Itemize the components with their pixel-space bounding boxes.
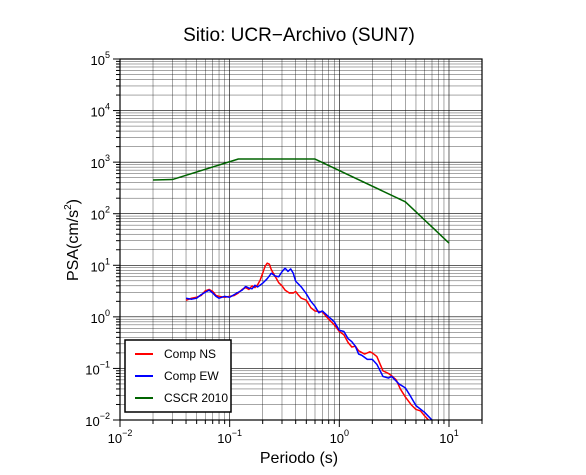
y-tick-label: 102 xyxy=(91,205,110,223)
x-tick-label: 10−2 xyxy=(108,428,133,446)
y-tick-label: 100 xyxy=(91,308,110,326)
legend-label: CSCR 2010 xyxy=(164,391,228,405)
tick-marks xyxy=(113,58,483,427)
x-axis-label: Periodo (s) xyxy=(260,450,338,467)
x-tick-label: 100 xyxy=(330,428,349,446)
y-tick-label: 10−2 xyxy=(85,411,110,429)
y-axis-label-sup: 2 xyxy=(63,204,74,210)
plot-frame xyxy=(119,58,483,421)
y-tick-label: 105 xyxy=(91,50,110,68)
legend: Comp NS Comp EW CSCR 2010 xyxy=(124,339,232,413)
legend-label: Comp EW xyxy=(164,369,219,383)
y-tick-label: 10−1 xyxy=(85,359,110,377)
series-layer xyxy=(152,158,450,420)
y-tick-label: 104 xyxy=(91,102,110,120)
series-line-comp-ew xyxy=(185,267,433,420)
x-tick-label: 10−1 xyxy=(217,428,242,446)
series-line-cscr-2010 xyxy=(152,158,450,244)
y-axis-label: PSA(cm/s2) xyxy=(63,199,82,281)
chart-title: Sitio: UCR−Archivo (SUN7) xyxy=(183,25,415,46)
y-axis-label-end: ) xyxy=(65,199,82,204)
y-axis-label-main: PSA(cm/s xyxy=(65,210,82,281)
legend-label: Comp NS xyxy=(164,347,216,361)
y-tick-label: 103 xyxy=(91,153,110,171)
x-tick-label: 101 xyxy=(439,428,458,446)
grid-lines xyxy=(119,58,483,421)
tick-labels: 10−2 10−1 100 101 10−2 10−1 100 101 102 103 104 105 xyxy=(85,50,458,446)
y-tick-label: 101 xyxy=(91,256,110,274)
